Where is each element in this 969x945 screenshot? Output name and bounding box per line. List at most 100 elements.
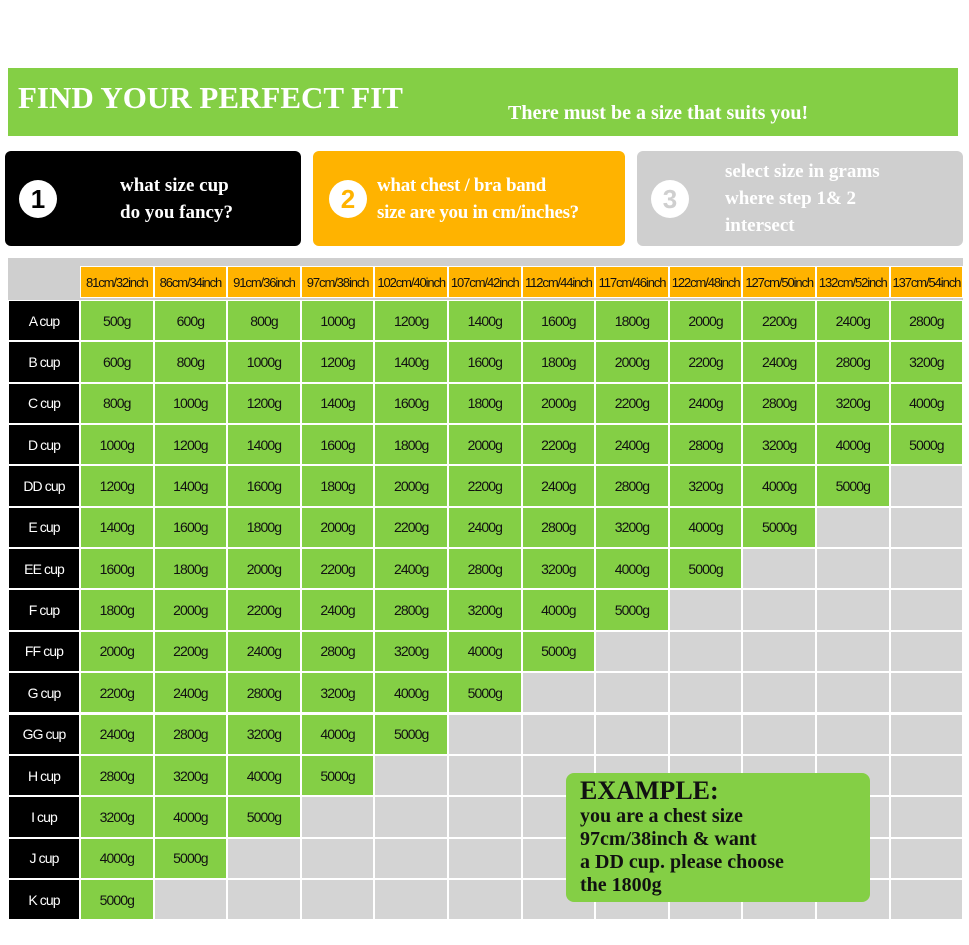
step-text: do you fancy? <box>120 201 233 223</box>
size-cell: 1600g <box>521 300 596 342</box>
size-cell: 1600g <box>448 341 522 383</box>
empty-cell <box>448 837 522 879</box>
row-label: GG cup <box>8 713 80 755</box>
size-cell: 1800g <box>521 341 596 383</box>
size-cell: 2400g <box>521 465 596 507</box>
size-cell: 2400g <box>668 382 743 425</box>
size-cell: 1800g <box>374 424 448 466</box>
size-cell: 4000g <box>668 506 743 549</box>
size-cell: 4000g <box>521 589 596 631</box>
size-cell: 4000g <box>816 424 890 466</box>
empty-cell <box>742 589 816 631</box>
size-cell: 600g <box>153 300 228 342</box>
empty-cell <box>448 878 522 921</box>
size-cell: 3200g <box>300 672 375 714</box>
size-cell: 1800g <box>595 300 669 342</box>
empty-cell <box>742 548 816 590</box>
empty-cell <box>742 630 816 673</box>
step-box: 2 what chest / bra band size are you in cm… <box>313 151 625 246</box>
size-cell: 2800g <box>153 713 228 755</box>
empty-cell <box>300 878 375 921</box>
size-cell: 2200g <box>227 589 301 631</box>
empty-cell <box>668 713 743 755</box>
empty-cell <box>668 589 743 631</box>
empty-cell <box>448 713 522 755</box>
size-cell: 2800g <box>595 465 669 507</box>
empty-cell <box>374 878 448 921</box>
size-cell: 2400g <box>374 548 448 590</box>
step-box: 1 what size cup do you fancy? <box>5 151 301 246</box>
empty-cell <box>889 796 964 838</box>
size-cell: 4000g <box>374 672 448 714</box>
empty-cell <box>889 548 964 590</box>
size-cell: 4000g <box>153 796 228 838</box>
size-cell: 800g <box>80 382 154 425</box>
step-text: intersect <box>725 215 795 236</box>
empty-cell <box>668 672 743 714</box>
size-cell: 5000g <box>668 548 743 590</box>
size-cell: 1000g <box>227 341 301 383</box>
row-label: F cup <box>8 589 80 631</box>
empty-cell <box>227 878 301 921</box>
empty-cell <box>227 837 301 879</box>
size-cell: 3200g <box>374 630 448 673</box>
empty-cell <box>521 713 596 755</box>
size-cell: 2400g <box>300 589 375 631</box>
column-header: 122cm/48inch <box>668 266 743 298</box>
size-cell: 3200g <box>448 589 522 631</box>
size-cell: 600g <box>80 341 154 383</box>
step-box: 3 select size in grams where step 1& 2 inte… <box>637 151 963 246</box>
size-cell: 3200g <box>742 424 816 466</box>
size-cell: 1400g <box>227 424 301 466</box>
column-header: 102cm/40inch <box>374 266 448 298</box>
size-cell: 2400g <box>742 341 816 383</box>
size-cell: 2800g <box>374 589 448 631</box>
size-cell: 2400g <box>80 713 154 755</box>
size-cell: 5000g <box>300 754 375 797</box>
empty-cell <box>889 672 964 714</box>
row-label: E cup <box>8 506 80 549</box>
row-label: J cup <box>8 837 80 879</box>
empty-cell <box>153 878 228 921</box>
column-header: 137cm/54inch <box>889 266 964 298</box>
size-cell: 1200g <box>300 341 375 383</box>
size-cell: 1600g <box>374 382 448 425</box>
size-cell: 5000g <box>153 837 228 879</box>
size-cell: 1400g <box>153 465 228 507</box>
empty-cell <box>889 465 964 507</box>
size-cell: 5000g <box>595 589 669 631</box>
size-cell: 800g <box>227 300 301 342</box>
example-line: a DD cup. please choose <box>580 851 784 873</box>
size-cell: 3200g <box>153 754 228 797</box>
size-cell: 2400g <box>816 300 890 342</box>
empty-cell <box>300 837 375 879</box>
size-cell: 2800g <box>521 506 596 549</box>
empty-cell <box>816 630 890 673</box>
size-cell: 3200g <box>595 506 669 549</box>
empty-cell <box>595 630 669 673</box>
size-cell: 2000g <box>521 382 596 425</box>
row-label: EE cup <box>8 548 80 590</box>
step-text: select size in grams <box>725 161 880 182</box>
size-cell: 1200g <box>80 465 154 507</box>
step-number: 3 <box>651 180 689 218</box>
size-cell: 4000g <box>80 837 154 879</box>
size-cell: 4000g <box>448 630 522 673</box>
size-cell: 2800g <box>300 630 375 673</box>
example-box: EXAMPLE: you are a chest size 97cm/38inch… <box>566 773 870 902</box>
example-line: the 1800g <box>580 874 662 896</box>
size-cell: 2400g <box>448 506 522 549</box>
column-header: 132cm/52inch <box>816 266 890 298</box>
size-cell: 2800g <box>889 300 964 342</box>
size-cell: 2400g <box>227 630 301 673</box>
size-cell: 2200g <box>448 465 522 507</box>
size-cell: 2800g <box>668 424 743 466</box>
step-number: 2 <box>329 180 367 218</box>
size-cell: 1000g <box>153 382 228 425</box>
empty-cell <box>374 754 448 797</box>
size-cell: 2000g <box>153 589 228 631</box>
column-header: 117cm/46inch <box>595 266 669 298</box>
empty-cell <box>889 878 964 921</box>
size-cell: 2200g <box>80 672 154 714</box>
